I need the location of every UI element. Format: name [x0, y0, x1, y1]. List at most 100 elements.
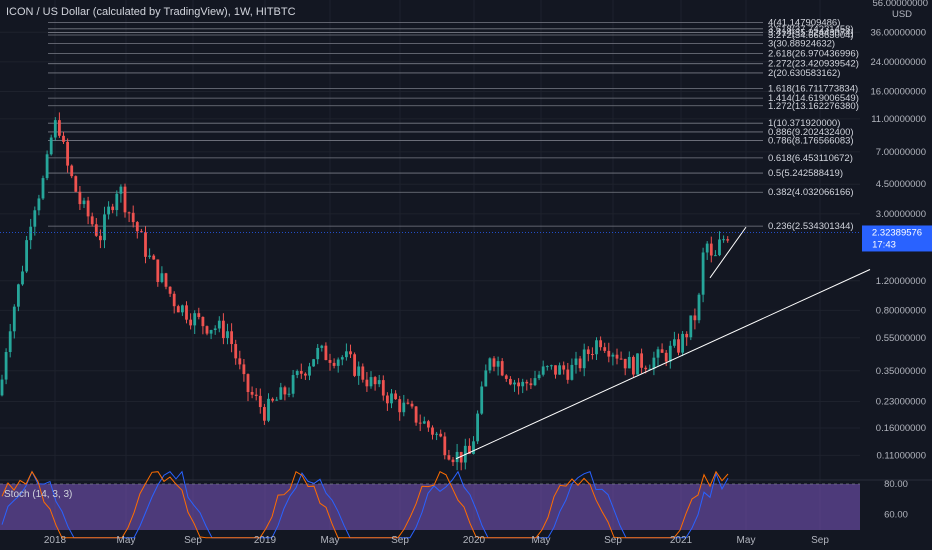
candle [681, 333, 684, 353]
candle [664, 352, 668, 362]
candle [172, 293, 176, 307]
time-tick-label: May [321, 535, 340, 546]
candle [361, 366, 365, 380]
stoch-tick-label: 60.00 [884, 510, 908, 521]
candle [291, 375, 295, 394]
price-tick-label: 24.00000000 [871, 57, 926, 68]
candle [652, 357, 656, 369]
candle [406, 402, 410, 404]
candle [533, 378, 537, 386]
candle [144, 232, 147, 257]
candle [701, 252, 705, 295]
candle [62, 135, 65, 142]
countdown-label: 17:43 [872, 239, 896, 250]
candle [517, 382, 520, 387]
candle [427, 421, 430, 428]
candle [193, 313, 197, 326]
candle [53, 120, 57, 138]
time-tick-label: Sep [184, 535, 202, 546]
candle [176, 306, 180, 313]
candle [353, 354, 356, 376]
fib-level-label: 0.886(9.202432400) [768, 127, 854, 138]
candle [29, 226, 33, 241]
candle [644, 367, 648, 370]
candle [677, 339, 680, 353]
candle [299, 371, 303, 374]
candle [615, 354, 619, 359]
candle [636, 353, 639, 375]
candle [140, 231, 143, 233]
candle [205, 326, 209, 334]
candle [201, 316, 205, 327]
stoch-band [0, 484, 860, 530]
fib-level-label: 1.414(14.619006549) [768, 93, 859, 104]
candle [295, 371, 299, 376]
candle [558, 365, 561, 375]
last-price-badge [862, 225, 932, 252]
candle [431, 427, 434, 435]
candle [402, 402, 406, 413]
candle [119, 186, 123, 194]
time-tick-label: May [117, 535, 136, 546]
price-tick-label: 4.50000000 [876, 179, 926, 190]
candle [685, 333, 689, 338]
candle [328, 360, 332, 363]
candle [160, 273, 164, 282]
currency-label: USD [892, 9, 912, 20]
candle [8, 331, 12, 353]
candle [722, 239, 725, 241]
trendline [709, 226, 747, 279]
candle [94, 224, 98, 236]
candle [468, 445, 471, 454]
candles [0, 112, 730, 471]
price-tick-label: 36.00000000 [871, 27, 926, 38]
trendlines [455, 226, 871, 460]
candle [12, 306, 16, 332]
fib-level-label: 2.618(26.970436996) [768, 48, 859, 59]
candle [451, 459, 455, 463]
candle [607, 350, 611, 357]
candle [45, 154, 49, 179]
price-tick-label: 0.16000000 [876, 423, 926, 434]
candle [381, 380, 385, 396]
fib-level-label: 3.618(37.74231458) [768, 24, 854, 35]
candle [4, 352, 8, 380]
candle [611, 354, 615, 357]
candle [656, 349, 660, 358]
candle [435, 433, 438, 435]
candle [648, 368, 652, 370]
candle [570, 364, 574, 380]
candle [550, 365, 553, 367]
candle [623, 358, 627, 369]
candle [340, 357, 344, 360]
candle [185, 305, 188, 320]
candle [217, 320, 221, 329]
candle [705, 243, 709, 253]
candle [25, 240, 28, 272]
candle [578, 358, 582, 369]
candle [74, 176, 78, 192]
candle [476, 413, 479, 442]
candle [418, 422, 422, 424]
fib-level-label: 2(20.630583162) [768, 68, 840, 79]
candle [0, 379, 4, 396]
candle [127, 212, 131, 214]
candle [668, 345, 672, 362]
time-tick-label: Sep [811, 535, 829, 546]
candle [90, 216, 94, 225]
fib-level-label: 1(10.371920000) [768, 118, 840, 129]
candle [443, 436, 447, 456]
price-tick-label: 0.80000000 [876, 305, 926, 316]
candle [373, 377, 377, 385]
candle [242, 364, 246, 375]
price-tick-label: 0.23000000 [876, 396, 926, 407]
candle [86, 200, 90, 217]
chart-title: ICON / US Dollar (calculated by TradingV… [6, 6, 296, 18]
price-tick-label: 0.35000000 [876, 366, 926, 377]
candle [537, 374, 541, 379]
candle [595, 340, 598, 355]
candle [209, 330, 213, 334]
time-axis[interactable]: 2018 May Sep 2019 May Sep 2020 May Sep 2021 May Sep [44, 535, 829, 546]
